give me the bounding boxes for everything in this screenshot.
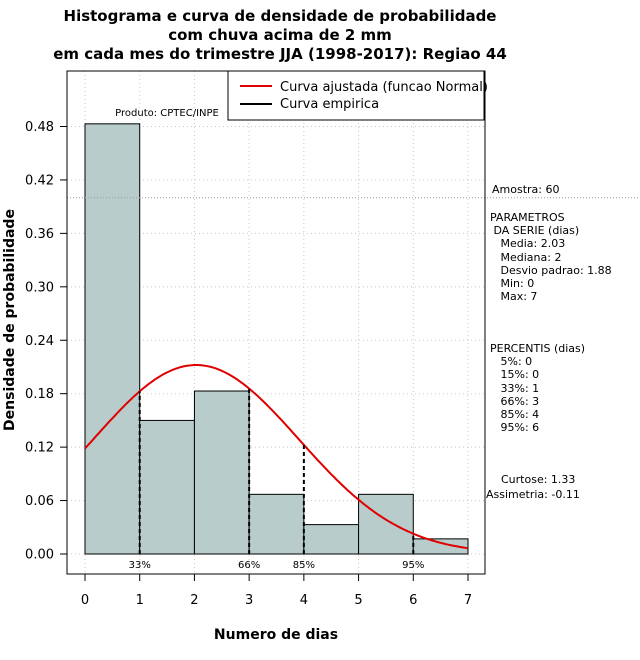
stats-percentiles: PERCENTIS (dias) 5%: 0 15%: 0 33%: 1 66%… <box>490 342 586 435</box>
x-tick-label-0: 0 <box>81 593 89 608</box>
stats-parameters: PARAMETROS DA SERIE (dias) Media: 2.03 M… <box>490 211 612 304</box>
histogram-bar-0 <box>84 123 141 555</box>
x-tick-label-7: 7 <box>464 593 472 608</box>
percentile-label-2: 85% <box>293 560 315 571</box>
chart-title-line-2: com chuva acima de 2 mm <box>168 26 392 44</box>
stats-sample-size: Amostra: 60 <box>492 183 560 196</box>
legend-label-normal: Curva ajustada (funcao Normal) <box>280 80 488 95</box>
y-tick-label-3: 0.18 <box>25 387 54 402</box>
histogram-bar-2 <box>193 390 250 555</box>
x-tick-label-2: 2 <box>190 593 198 608</box>
y-tick-label-4: 0.24 <box>25 334 54 349</box>
y-tick-label-2: 0.12 <box>25 441 54 456</box>
x-tick-label-4: 4 <box>300 593 308 608</box>
x-tick-label-5: 5 <box>354 593 362 608</box>
x-axis-title: Numero de dias <box>214 627 338 643</box>
chart-title-line-1: Histograma e curva de densidade de proba… <box>63 7 497 25</box>
percentile-label-1: 66% <box>238 560 260 571</box>
normal-curve-line <box>84 364 469 550</box>
percentile-label-0: 33% <box>129 560 151 571</box>
histogram-bar-3 <box>248 493 305 555</box>
y-tick-label-0: 0.00 <box>25 548 54 563</box>
x-tick-label-6: 6 <box>409 593 417 608</box>
chart-title-line-3: em cada mes do trimestre JJA (1998-2017)… <box>53 45 507 63</box>
y-tick-label-5: 0.30 <box>25 280 54 295</box>
percentile-label-3: 95% <box>402 560 424 571</box>
histogram-bar-5 <box>358 493 414 555</box>
y-axis-title: Densidade de probabilidade <box>2 209 18 431</box>
x-tick-label-3: 3 <box>245 593 253 608</box>
y-tick-label-1: 0.06 <box>25 494 54 509</box>
legend-box <box>227 70 485 121</box>
stats-kurtosis: Curtose: 1.33 <box>501 473 576 486</box>
y-tick-label-8: 0.48 <box>25 120 54 135</box>
y-tick-label-7: 0.42 <box>25 173 54 188</box>
histogram-bar-4 <box>303 524 360 555</box>
legend-label-empirical: Curva empirica <box>280 97 379 112</box>
histogram-bar-1 <box>139 419 195 555</box>
stats-skewness: Assimetria: -0.11 <box>486 488 580 501</box>
x-tick-label-1: 1 <box>136 593 144 608</box>
product-label: Produto: CPTEC/INPE <box>115 108 219 119</box>
y-tick-label-6: 0.36 <box>25 227 54 242</box>
